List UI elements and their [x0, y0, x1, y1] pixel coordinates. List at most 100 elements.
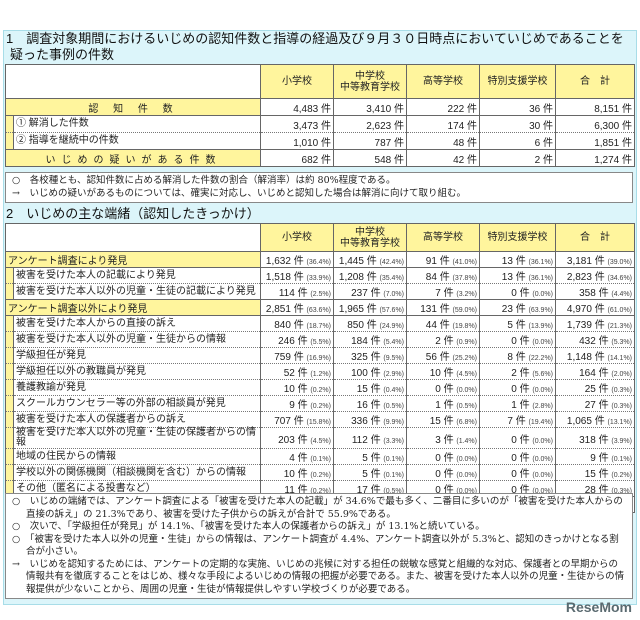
percentage: (57.6%): [379, 307, 404, 314]
cell-value: 15 件 (0.2%): [555, 464, 635, 481]
column-header: 小学校: [260, 64, 334, 99]
column-header: 中学校 中等教育学校: [333, 64, 407, 99]
percentage: (33.9%): [306, 275, 331, 282]
count: 15 件: [584, 469, 609, 480]
cell-value: 44 件 (19.8%): [406, 315, 480, 332]
cell-value: 1,632 件 (36.4%): [260, 251, 334, 268]
count: 25 件: [584, 384, 609, 395]
percentage: (18.7%): [306, 323, 331, 330]
count: 0 件: [511, 485, 530, 496]
table-row: 認 知 件 数 4,483 件 3,410 件 222 件 36 件 8,151 件: [5, 98, 635, 116]
percentage: (4.5%): [456, 371, 477, 378]
count: 0 件: [511, 384, 530, 395]
cell-value: 16 件 (0.5%): [333, 395, 407, 412]
percentage: (0.5%): [383, 488, 404, 495]
table-row: その他（匿名による投書など） 11 件 (0.2%) 17 件 (0.5%) 0 件 …: [5, 480, 635, 497]
percentage: (0.0%): [456, 456, 477, 463]
cell-value: 15 件 (0.4%): [333, 379, 407, 396]
count: 5 件: [362, 469, 381, 480]
indent-strip: [5, 464, 14, 481]
percentage: (2.8%): [532, 403, 553, 410]
note-item: → いじめの疑いがあるものについては、確実に対応し、いじめと認知した場合は解消に…: [12, 187, 466, 199]
count: 336 件: [351, 416, 381, 427]
count: 10 件: [283, 384, 308, 395]
count: 4,970 件: [566, 304, 605, 315]
percentage: (0.4%): [383, 387, 404, 394]
count: 5 件: [507, 320, 526, 331]
count: 131 件: [420, 304, 450, 315]
cell-value: 0 件 (0.0%): [479, 448, 556, 465]
count: 1,965 件: [338, 304, 377, 315]
cell-value: 2,823 件 (34.6%): [555, 267, 635, 284]
cell-value: 787 件: [333, 132, 407, 150]
count: 11 件: [284, 485, 308, 496]
table-row: スクールカウンセラー等の外部の相談員が発見 9 件 (0.2%) 16 件 (0.5…: [5, 395, 635, 412]
count: 0 件: [511, 469, 530, 480]
row-label: 被害を受けた本人の保護者からの訴え: [13, 411, 261, 428]
cell-value: 0 件 (0.0%): [479, 379, 556, 396]
count: 23 件: [501, 304, 526, 315]
row-label: 学級担任が発見: [13, 347, 261, 364]
cell-value: 318 件 (3.9%): [555, 427, 635, 449]
count: 3,181 件: [566, 256, 605, 267]
percentage: (39.0%): [607, 259, 632, 266]
title-line: 1 調査対象期間におけるいじめの認知件数と指導の経過及び９月３０日時点においてい…: [6, 31, 624, 46]
column-header: 特別支援学校: [479, 223, 556, 252]
count: 9 件: [590, 453, 609, 464]
percentage: (4.5%): [310, 437, 331, 445]
header-row: 小学校 中学校 中等教育学校 高等学校 特別支援学校合 計: [5, 223, 635, 252]
cell-value: 246 件 (5.5%): [260, 331, 334, 348]
cell-value: 5 件 (0.1%): [333, 464, 407, 481]
column-header: 高等学校: [406, 223, 480, 252]
count: 8 件: [507, 352, 526, 363]
count: 237 件: [351, 288, 381, 299]
count: 2,851 件: [265, 304, 304, 315]
percentage: (2.5%): [310, 291, 331, 298]
count: 52 件: [283, 368, 308, 379]
percentage: (15.8%): [306, 419, 331, 426]
cell-value: 131 件 (59.0%): [406, 299, 480, 316]
section2-notes: ○ いじめの端緒では、アンケート調査による「被害を受けた本人の記載」が 34.6…: [5, 493, 633, 599]
percentage: (0.2%): [611, 472, 632, 479]
cell-value: 8 件 (22.2%): [479, 347, 556, 364]
percentage: (7.0%): [383, 291, 404, 298]
cell-value: 358 件 (4.4%): [555, 283, 635, 300]
cell-value: 1 件 (2.8%): [479, 395, 556, 412]
cell-value: 23 件 (63.9%): [479, 299, 556, 316]
row-label: ② 指導を継続中の件数: [13, 132, 261, 150]
count: 840 件: [274, 320, 304, 331]
count: 0 件: [435, 485, 454, 496]
cell-value: 27 件 (0.3%): [555, 395, 635, 412]
table-row: 被害を受けた本人からの直接の訴え 840 件 (18.7%) 850 件 (24.9…: [5, 315, 635, 332]
cell-value: 25 件 (0.3%): [555, 379, 635, 396]
cell-value: 112 件 (3.3%): [333, 427, 407, 449]
cell-value: 2 件 (5.6%): [479, 363, 556, 380]
percentage: (0.3%): [611, 403, 632, 410]
table-row: アンケート調査以外により発見 2,851 件 (63.6%) 1,965 件 (57…: [5, 299, 635, 316]
percentage: (59.0%): [452, 307, 477, 314]
count: 325 件: [351, 352, 381, 363]
cell-value: 42 件: [406, 149, 480, 167]
percentage: (1.4%): [456, 437, 477, 445]
table-row: 被害を受けた本人以外の児童・生徒の記載により発見 114 件 (2.5%) 237 …: [5, 283, 635, 300]
cell-value: 4 件 (0.1%): [260, 448, 334, 465]
percentage: (9.5%): [383, 355, 404, 362]
indent-strip: [5, 363, 14, 380]
cell-value: 30 件: [479, 115, 556, 133]
count: 1 件: [435, 400, 454, 411]
indent-strip: [5, 315, 14, 332]
cell-value: 1,065 件 (13.1%): [555, 411, 635, 428]
column-header: 特別支援学校: [479, 64, 556, 99]
percentage: (1.2%): [310, 371, 331, 378]
count: 0 件: [435, 469, 454, 480]
count: 16 件: [356, 400, 381, 411]
cell-value: 759 件 (16.9%): [260, 347, 334, 364]
percentage: (5.3%): [611, 339, 632, 346]
cell-value: 56 件 (25.2%): [406, 347, 480, 364]
count: 2 件: [435, 336, 454, 347]
percentage: (0.2%): [310, 472, 331, 479]
count: 84 件: [425, 272, 450, 283]
section2-title: 2 いじめの主な端緒（認知したきっかけ）: [6, 206, 260, 221]
percentage: (0.9%): [456, 339, 477, 346]
cell-value: 1,208 件 (35.4%): [333, 267, 407, 284]
